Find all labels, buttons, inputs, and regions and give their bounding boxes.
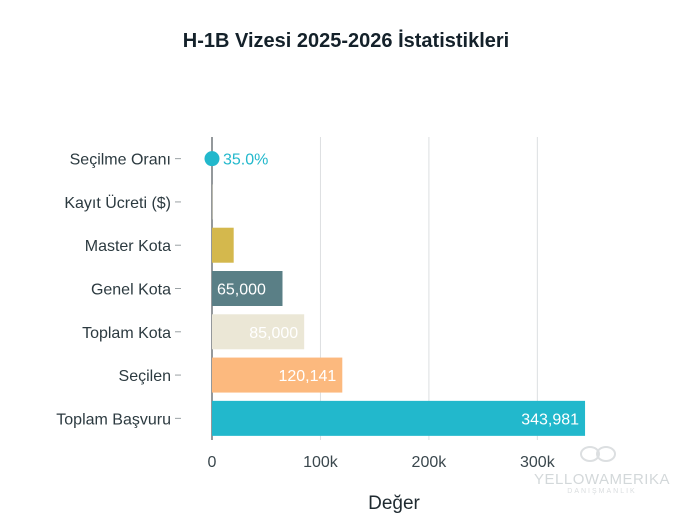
- category-label: Genel Kota: [91, 282, 171, 299]
- data-label: 343,981: [521, 411, 579, 428]
- x-ticks: 0 100k 200k 300k: [208, 454, 556, 471]
- x-tick-label: 300k: [520, 454, 556, 471]
- category-label: Master Kota: [85, 238, 171, 255]
- data-label: 120,141: [278, 368, 336, 385]
- category-label: Seçilme Oranı: [70, 152, 171, 169]
- watermark-sub: DANIŞMANLIK: [567, 488, 636, 495]
- bar: [212, 271, 283, 306]
- data-label: 35.0%: [223, 152, 268, 169]
- rate-marker: [204, 151, 220, 167]
- category-label: Toplam Başvuru: [56, 411, 171, 428]
- category-labels: Seçilme Oranı Kayıt Ücreti ($) Master Kota…: [56, 152, 181, 428]
- watermark: YELLOWAMERIKA DANIŞMANLIK: [534, 446, 670, 495]
- x-axis-title: Değer: [368, 493, 420, 514]
- bar: [212, 227, 234, 263]
- x-tick-label: 100k: [303, 454, 339, 471]
- x-tick-label: 0: [208, 454, 217, 471]
- bar: [212, 314, 305, 350]
- watermark-logo-icon: [580, 446, 616, 462]
- bar: [212, 400, 586, 436]
- category-label: Kayıt Ücreti ($): [64, 194, 171, 212]
- watermark-brand: YELLOWAMERIKA: [534, 471, 670, 488]
- category-label: Seçilen: [119, 368, 171, 385]
- chart-title: H-1B Vizesi 2025-2026 İstatistikleri: [183, 29, 509, 52]
- x-tick-label: 200k: [412, 454, 448, 471]
- data-label: 65,000: [217, 282, 266, 299]
- data-label: 85,000: [249, 325, 298, 342]
- bars: 35.0% 65,000 85,000 120,141 343,981: [204, 151, 586, 436]
- bar: [212, 357, 343, 393]
- category-label: Toplam Kota: [82, 325, 171, 342]
